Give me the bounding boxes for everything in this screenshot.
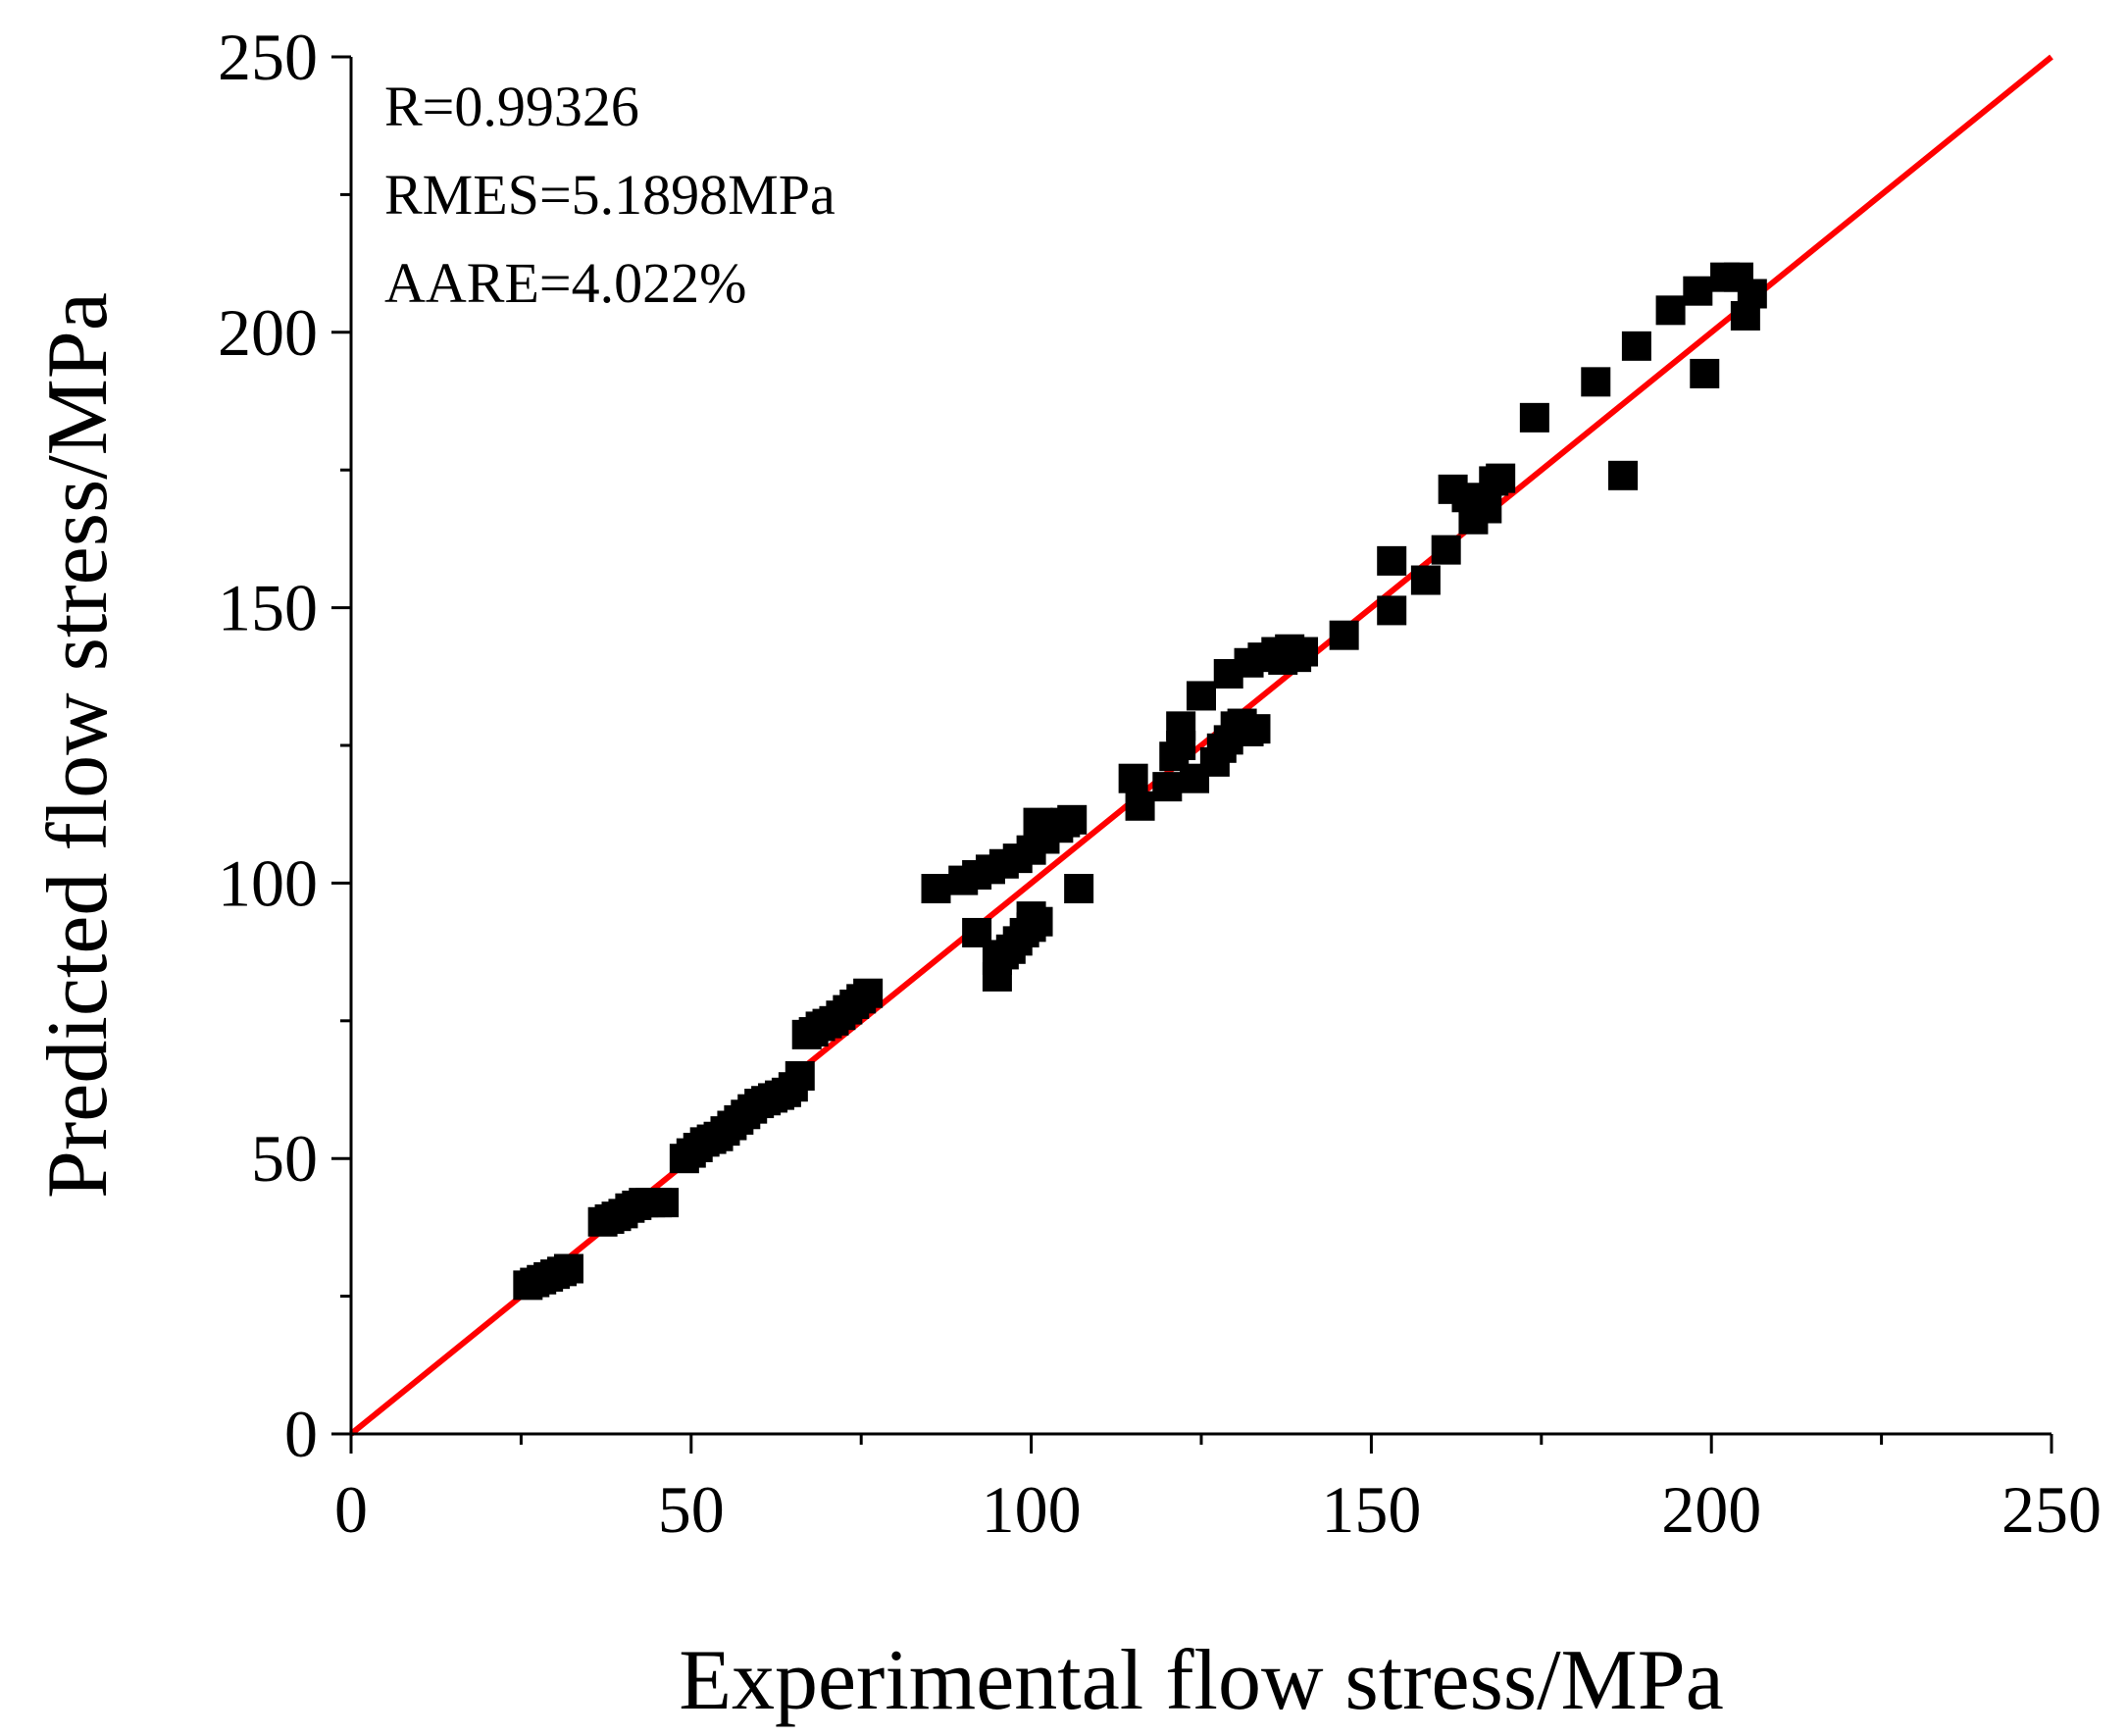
data-point [1472, 493, 1502, 524]
data-point [1608, 460, 1639, 490]
data-point [649, 1188, 680, 1218]
data-point [1737, 279, 1767, 309]
data-point [962, 917, 992, 947]
data-point [1023, 807, 1053, 838]
x-tick-label: 200 [1661, 1472, 1761, 1547]
data-point [1289, 637, 1319, 667]
y-tick-label: 200 [218, 295, 318, 370]
data-point [921, 874, 951, 904]
x-tick-label: 0 [334, 1472, 368, 1547]
data-point [1118, 763, 1148, 793]
data-point [1064, 874, 1094, 904]
y-tick-label: 100 [218, 845, 318, 920]
data-point [1377, 545, 1407, 576]
data-point [553, 1253, 583, 1284]
y-tick-label: 0 [284, 1397, 318, 1471]
x-tick-label: 250 [2001, 1472, 2102, 1547]
stat-rmes-value: RMES=5.1898MPa [384, 163, 836, 227]
y-tick-label: 50 [251, 1121, 318, 1196]
data-points-layer [513, 262, 1767, 1301]
y-axis-title: Predicted flow stress/MPa [30, 292, 126, 1199]
stat-r-value: R=0.99326 [384, 75, 639, 138]
data-point [1690, 358, 1720, 388]
ticks-layer: 0 50 100 150 200 250 0 50 100 150 200 250 [218, 20, 2102, 1547]
data-point [1683, 276, 1713, 306]
data-point [1410, 565, 1441, 595]
data-point [1125, 791, 1155, 821]
data-point [1581, 367, 1611, 397]
stat-aare-value: AARE=4.022% [384, 251, 746, 315]
data-point [1655, 295, 1686, 326]
data-point [1241, 714, 1271, 744]
data-point [1187, 681, 1216, 711]
data-point [853, 978, 884, 1008]
data-point [1486, 463, 1516, 493]
data-point [785, 1060, 815, 1091]
y-tick-label: 150 [218, 571, 318, 645]
data-point [1057, 804, 1088, 835]
y-tick-label: 250 [218, 20, 318, 94]
x-tick-label: 50 [658, 1472, 725, 1547]
data-point [1329, 620, 1359, 650]
x-tick-label: 150 [1321, 1472, 1421, 1547]
data-point [1519, 402, 1549, 433]
data-point [1431, 535, 1461, 565]
data-point [1152, 772, 1183, 802]
data-point [1166, 711, 1196, 741]
x-tick-label: 100 [982, 1472, 1082, 1547]
data-point [1621, 331, 1651, 361]
x-axis-title: Experimental flow stress/MPa [679, 1633, 1724, 1728]
data-point [1016, 901, 1046, 932]
data-point [1377, 595, 1407, 626]
